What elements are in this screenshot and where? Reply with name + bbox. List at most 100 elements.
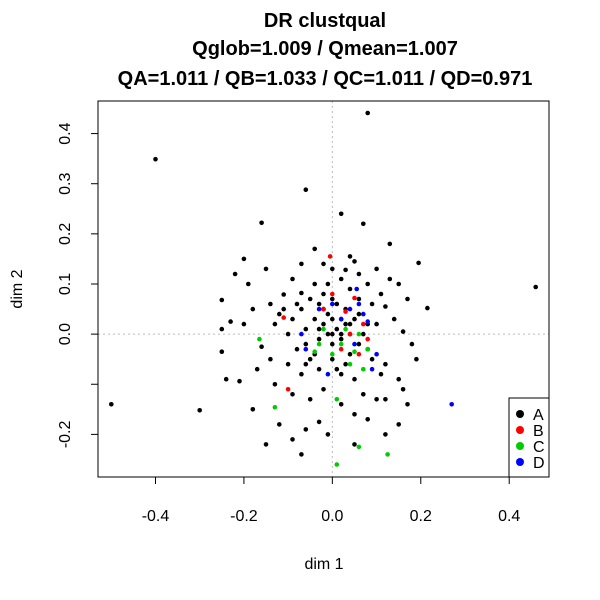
data-point-a	[338, 336, 344, 342]
data-point-d	[449, 402, 455, 407]
data-point-a	[343, 361, 348, 367]
data-point-a	[316, 301, 322, 307]
data-point-a	[378, 371, 384, 377]
legend-box	[508, 397, 550, 478]
data-point-a	[321, 321, 326, 327]
data-point-a	[268, 356, 273, 362]
data-point-a	[299, 371, 304, 377]
data-point-a	[356, 271, 362, 277]
data-point-d	[338, 316, 344, 322]
data-point-a	[391, 316, 397, 322]
data-points	[109, 110, 538, 467]
data-point-a	[378, 291, 384, 297]
data-point-d	[347, 306, 353, 312]
data-point-a	[396, 422, 402, 427]
data-point-b	[343, 309, 348, 314]
data-point-a	[219, 297, 225, 303]
data-point-c	[343, 326, 348, 332]
data-point-b	[330, 291, 335, 297]
data-point-a	[254, 366, 260, 372]
x-tick-label: 0.4	[498, 508, 520, 525]
data-point-a	[307, 296, 313, 302]
data-point-a	[285, 331, 291, 337]
data-point-b	[361, 321, 366, 327]
data-point-a	[330, 266, 335, 272]
data-point-a	[338, 211, 344, 217]
data-point-b	[365, 336, 371, 342]
data-point-a	[285, 361, 291, 367]
data-point-a	[219, 349, 225, 355]
data-point-a	[352, 376, 357, 382]
data-point-a	[330, 296, 335, 302]
data-point-a	[369, 356, 375, 362]
data-point-a	[153, 156, 158, 162]
data-point-a	[361, 331, 366, 337]
legend-label-b: B	[533, 423, 544, 440]
data-point-a	[361, 392, 366, 397]
y-axis-label: dim 2	[9, 269, 26, 308]
data-point-a	[281, 306, 287, 312]
data-point-a	[330, 316, 335, 322]
y-tick-label: 0.2	[57, 223, 74, 245]
data-point-c	[365, 346, 371, 352]
data-point-a	[343, 321, 348, 327]
data-point-a	[241, 321, 247, 327]
data-point-a	[338, 371, 344, 377]
chart-title-line-3: QA=1.011 / QB=1.033 / QC=1.011 / QD=0.97…	[118, 68, 533, 90]
data-point-a	[414, 356, 419, 362]
data-point-a	[343, 267, 348, 273]
y-tick-label: -0.2	[57, 421, 74, 449]
data-point-d	[374, 351, 379, 357]
y-tick-label: 0.4	[57, 122, 74, 144]
data-point-c	[385, 452, 390, 457]
data-point-c	[316, 341, 322, 347]
data-point-a	[303, 187, 309, 192]
data-point-b	[285, 387, 291, 392]
data-point-a	[197, 408, 202, 413]
data-point-a	[241, 256, 247, 262]
data-point-a	[299, 306, 304, 312]
data-point-a	[312, 316, 318, 322]
data-point-c	[338, 341, 344, 347]
data-point-c	[321, 326, 326, 332]
data-point-a	[361, 221, 366, 227]
data-point-c	[272, 405, 278, 410]
data-point-a	[303, 361, 309, 367]
data-point-a	[303, 341, 309, 347]
data-point-a	[369, 301, 375, 307]
chart-title-line-1: DR clustqual	[264, 10, 386, 32]
data-point-b	[352, 295, 357, 301]
data-point-d	[369, 366, 375, 372]
data-point-a	[387, 276, 393, 282]
data-point-a	[228, 319, 233, 324]
data-point-c	[347, 361, 353, 367]
data-point-a	[232, 271, 238, 277]
data-point-a	[307, 356, 313, 362]
data-point-b	[321, 306, 326, 312]
data-point-d	[303, 346, 309, 352]
data-point-a	[387, 241, 393, 247]
data-point-a	[334, 326, 340, 332]
data-point-c	[312, 349, 318, 355]
legend-label-a: A	[533, 407, 544, 424]
data-point-d	[354, 286, 360, 292]
data-point-a	[299, 290, 304, 296]
data-point-a	[352, 442, 357, 447]
legend-label-d: D	[533, 455, 545, 472]
data-point-a	[277, 422, 282, 427]
data-point-a	[330, 341, 335, 347]
x-axis-label: dim 1	[304, 556, 343, 573]
x-tick-label: -0.2	[230, 508, 258, 525]
plot-frame	[97, 100, 550, 478]
data-point-b	[356, 351, 362, 357]
data-point-a	[330, 331, 335, 337]
data-point-d	[356, 301, 362, 307]
data-point-a	[365, 417, 371, 422]
data-point-a	[250, 306, 256, 312]
data-point-a	[400, 329, 406, 334]
data-point-d	[365, 319, 371, 324]
data-point-a	[396, 281, 402, 287]
data-point-a	[312, 246, 318, 252]
